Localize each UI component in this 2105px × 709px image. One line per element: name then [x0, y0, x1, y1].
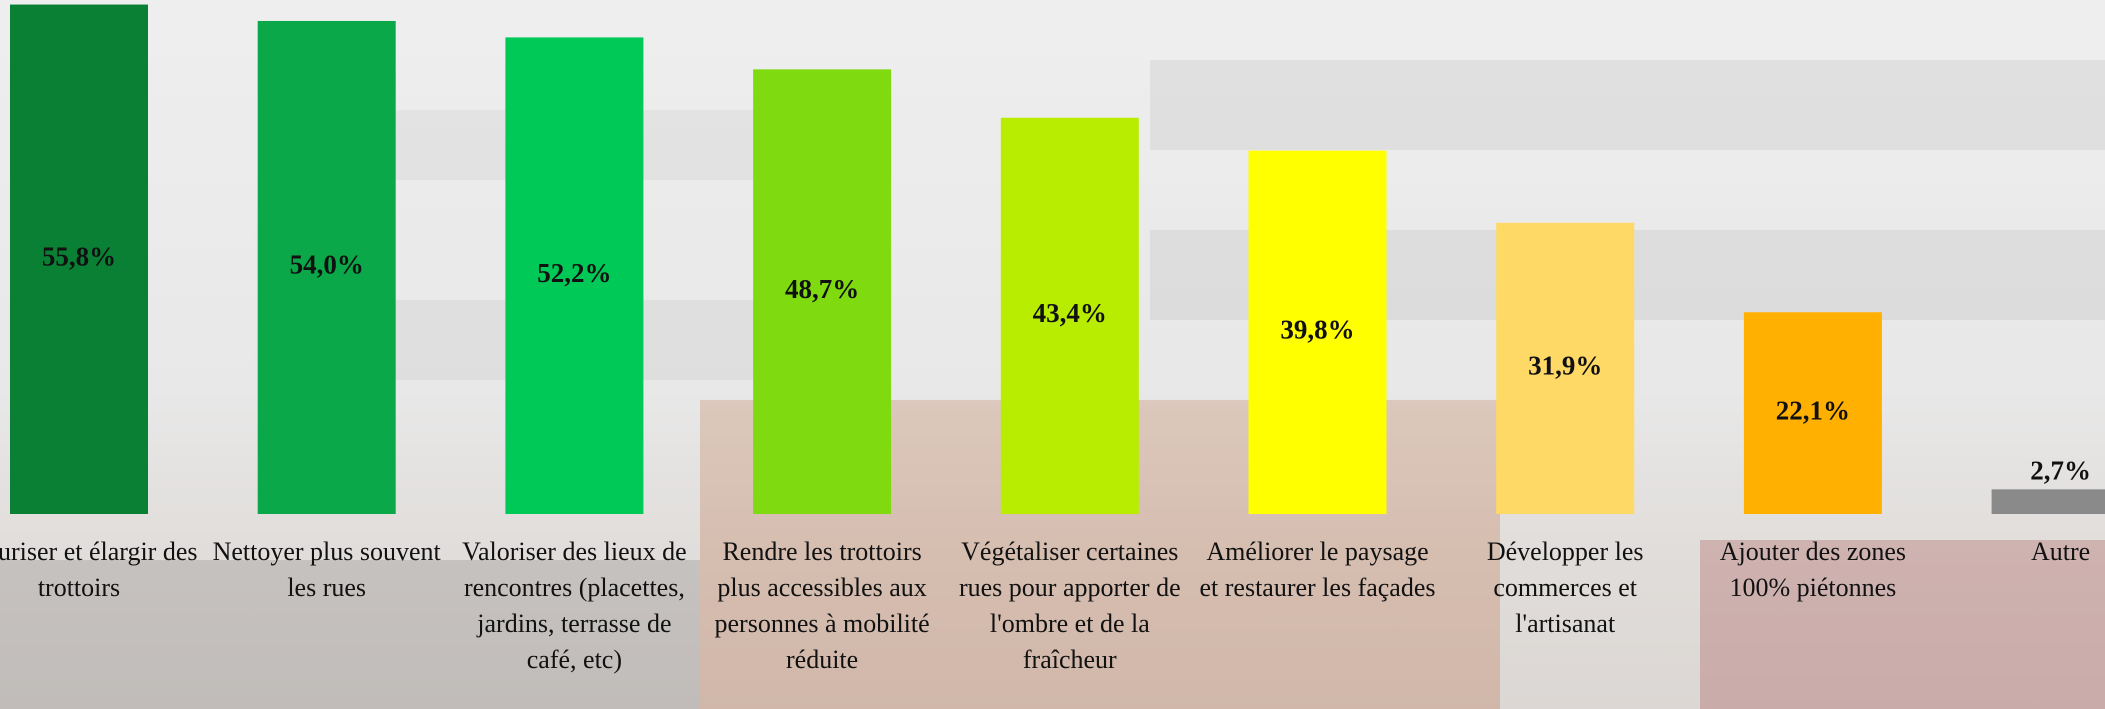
value-label: 39,8% [1280, 315, 1354, 345]
value-label: 31,9% [1528, 351, 1602, 381]
category-label: Nettoyer plus souvent les rues [207, 534, 447, 606]
category-label: Rendre les trottoirs plus accessibles au… [702, 534, 942, 678]
value-label: 54,0% [290, 250, 364, 280]
balcony [1150, 60, 2105, 150]
category-label: Ajouter des zones 100% piétonnes [1693, 534, 1933, 606]
value-label: 55,8% [42, 241, 116, 271]
category-label: Sécuriser et élargir des trottoirs [0, 534, 199, 606]
category-label: Végétaliser certaines rues pour apporter… [950, 534, 1190, 678]
category-label: Autre [1941, 534, 2105, 570]
category-label: Améliorer le paysage et restaurer les fa… [1198, 534, 1438, 606]
category-label: Développer les commerces et l'artisanat [1445, 534, 1685, 642]
value-label: 2,7% [2030, 456, 2091, 486]
value-label: 43,4% [1033, 298, 1107, 328]
value-label: 48,7% [785, 274, 859, 304]
bar [1992, 489, 2105, 514]
value-label: 22,1% [1776, 395, 1850, 425]
category-label: Valoriser des lieux de rencontres (place… [454, 534, 694, 678]
value-label: 52,2% [537, 258, 611, 288]
chart: 55,8% 54,0% 52,2% 48,7% 43,4% 39,8% 31,9% 22,1%… [0, 0, 2105, 709]
